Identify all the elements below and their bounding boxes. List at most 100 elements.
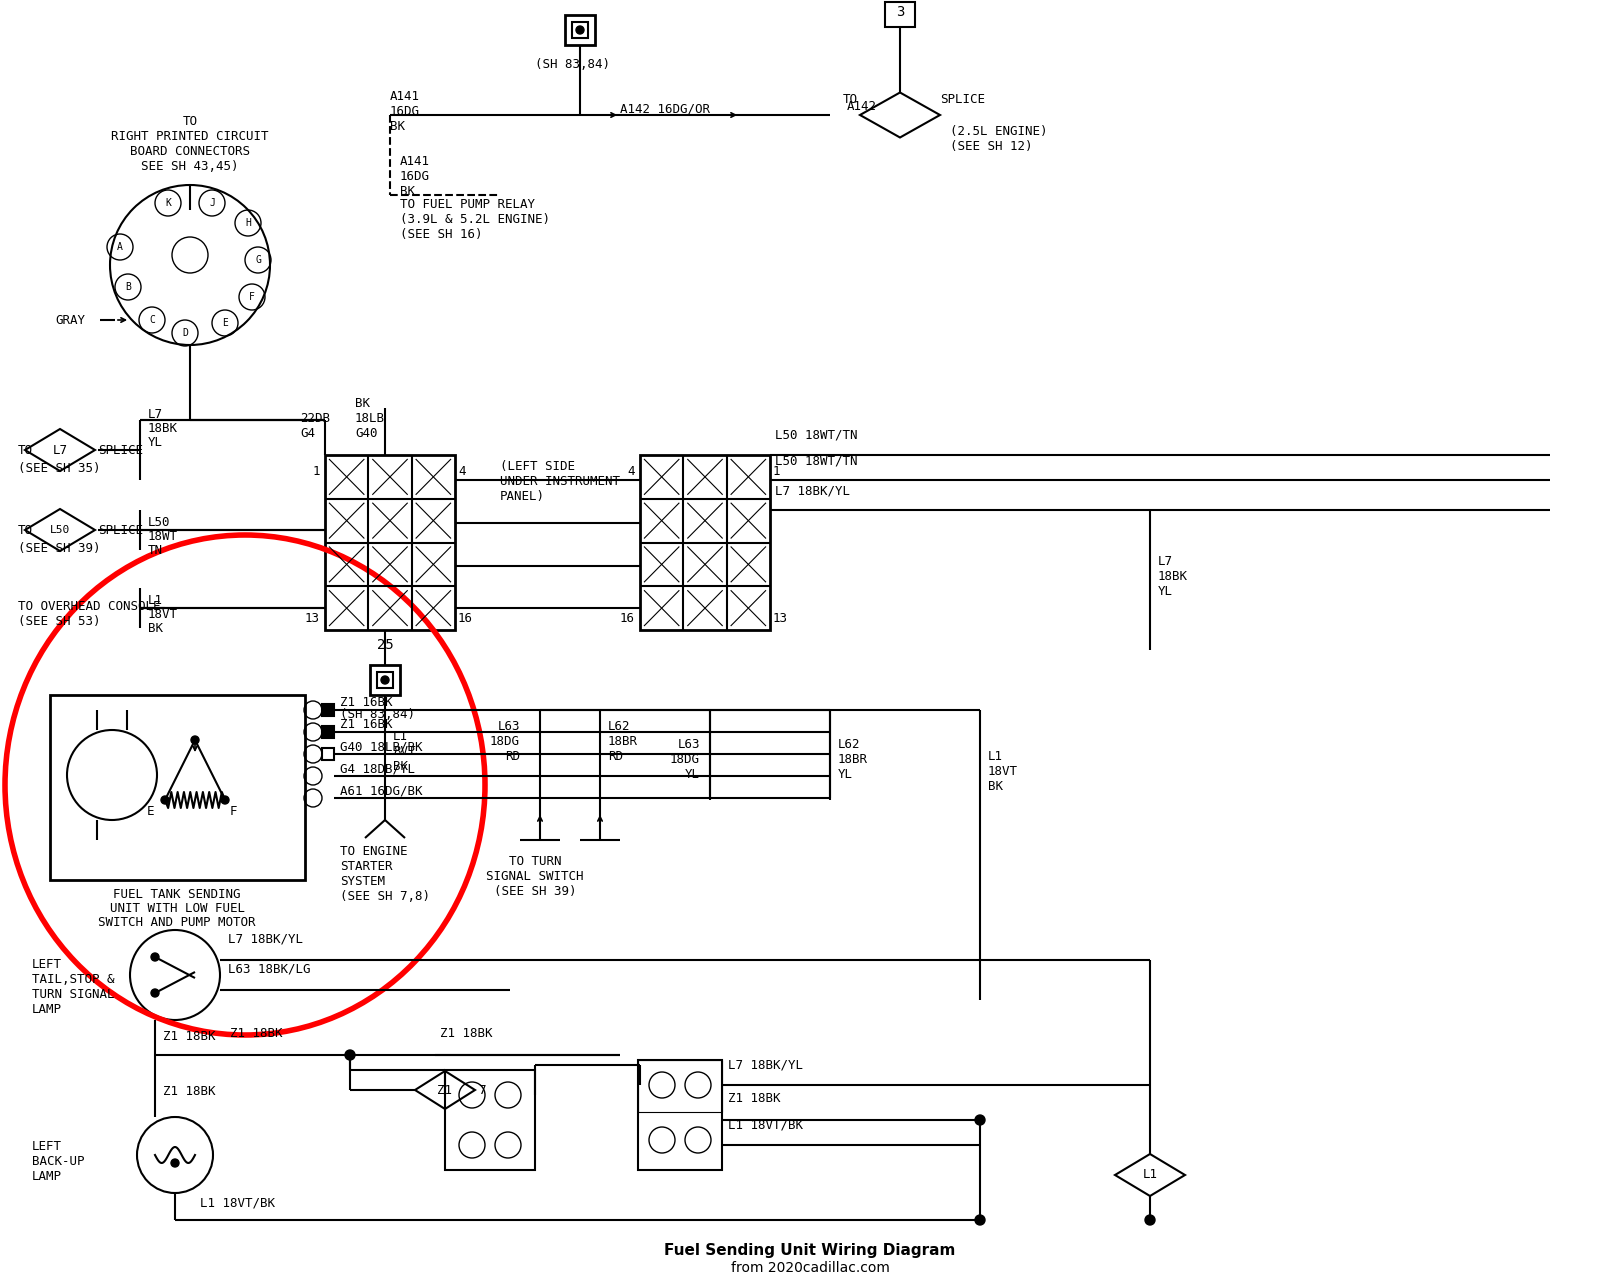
Text: RD: RD xyxy=(608,750,624,763)
Text: L63: L63 xyxy=(677,738,700,751)
Text: TAIL,STOP &: TAIL,STOP & xyxy=(32,973,115,986)
Text: F: F xyxy=(249,291,254,302)
Text: (SEE SH 53): (SEE SH 53) xyxy=(18,615,100,628)
Text: BK: BK xyxy=(355,397,369,410)
Circle shape xyxy=(220,796,228,804)
Text: L7 18BK/YL: L7 18BK/YL xyxy=(774,484,851,497)
Text: A142: A142 xyxy=(847,100,876,113)
Circle shape xyxy=(577,26,583,33)
Text: 3: 3 xyxy=(896,5,904,19)
Text: Z1 18BK: Z1 18BK xyxy=(230,1027,282,1040)
Text: 22DB: 22DB xyxy=(300,412,330,425)
Bar xyxy=(322,749,334,760)
Text: H: H xyxy=(245,218,251,229)
Text: L1 18VT/BK: L1 18VT/BK xyxy=(199,1197,275,1210)
Text: L1: L1 xyxy=(988,750,1003,763)
Text: 18LB: 18LB xyxy=(355,412,386,425)
Text: L63 18BK/LG: L63 18BK/LG xyxy=(228,962,311,975)
Text: PANEL): PANEL) xyxy=(501,490,544,503)
Text: BOARD CONNECTORS: BOARD CONNECTORS xyxy=(130,145,249,158)
Text: SPLICE: SPLICE xyxy=(940,92,985,107)
Text: SEE SH 43,45): SEE SH 43,45) xyxy=(141,160,238,173)
Text: STARTER: STARTER xyxy=(340,860,392,873)
Text: SYSTEM: SYSTEM xyxy=(340,874,386,889)
Text: SIGNAL SWITCH: SIGNAL SWITCH xyxy=(486,871,583,883)
Text: Z1 18BK: Z1 18BK xyxy=(727,1091,781,1106)
Bar xyxy=(638,1061,723,1170)
Bar xyxy=(50,695,305,880)
Bar xyxy=(572,22,588,39)
Text: Z1 18BK: Z1 18BK xyxy=(164,1085,215,1098)
Text: 13: 13 xyxy=(773,612,787,625)
Text: G40 18LB/BK: G40 18LB/BK xyxy=(340,740,423,752)
Text: 4: 4 xyxy=(627,465,635,478)
Text: A141: A141 xyxy=(390,90,420,103)
Text: A61 16DG/BK: A61 16DG/BK xyxy=(340,785,423,797)
Text: TO: TO xyxy=(183,116,198,128)
Text: 1: 1 xyxy=(313,465,321,478)
Bar xyxy=(640,455,769,630)
Text: B: B xyxy=(125,282,131,291)
Text: SWITCH AND PUMP MOTOR: SWITCH AND PUMP MOTOR xyxy=(99,915,256,930)
Text: UNIT WITH LOW FUEL: UNIT WITH LOW FUEL xyxy=(110,901,245,915)
Text: YL: YL xyxy=(838,768,854,781)
Text: SPLICE: SPLICE xyxy=(97,443,143,457)
Text: TO ENGINE: TO ENGINE xyxy=(340,845,408,858)
Text: Z1 18BK: Z1 18BK xyxy=(164,1030,215,1043)
Text: 18BK: 18BK xyxy=(147,422,178,435)
Circle shape xyxy=(191,736,199,743)
Text: (SH 83,84): (SH 83,84) xyxy=(535,58,611,71)
Circle shape xyxy=(1145,1215,1155,1225)
Text: L1: L1 xyxy=(147,594,164,607)
Text: G40: G40 xyxy=(355,428,377,440)
Circle shape xyxy=(151,989,159,996)
Text: L7: L7 xyxy=(1158,555,1173,568)
Text: 16DG: 16DG xyxy=(390,105,420,118)
Text: (3.9L & 5.2L ENGINE): (3.9L & 5.2L ENGINE) xyxy=(400,213,551,226)
Text: 18DG: 18DG xyxy=(671,752,700,767)
Text: LEFT: LEFT xyxy=(32,1140,62,1153)
Text: (SEE SH 39): (SEE SH 39) xyxy=(494,885,577,898)
Text: 16DG: 16DG xyxy=(400,169,429,184)
Text: L50 18WT/TN: L50 18WT/TN xyxy=(774,455,857,467)
Bar xyxy=(326,455,455,630)
Text: Fuel Sending Unit Wiring Diagram: Fuel Sending Unit Wiring Diagram xyxy=(664,1243,956,1257)
Text: L62: L62 xyxy=(838,738,860,751)
Text: L50: L50 xyxy=(50,525,70,535)
Circle shape xyxy=(975,1215,985,1225)
Circle shape xyxy=(975,1115,985,1125)
Text: 18VT: 18VT xyxy=(988,765,1017,778)
Bar xyxy=(565,15,595,45)
Text: Z1 16BK: Z1 16BK xyxy=(340,696,392,709)
Text: LEFT: LEFT xyxy=(32,958,62,971)
Bar xyxy=(885,3,915,27)
Text: 16: 16 xyxy=(620,612,635,625)
Text: A141: A141 xyxy=(400,155,429,168)
Text: Z1 16BK: Z1 16BK xyxy=(340,718,392,731)
Text: BK: BK xyxy=(390,119,405,134)
Bar xyxy=(322,725,334,738)
Text: BK: BK xyxy=(147,621,164,636)
Text: G4: G4 xyxy=(300,428,314,440)
Text: TO: TO xyxy=(18,443,32,457)
Text: L1 18VT/BK: L1 18VT/BK xyxy=(727,1118,804,1131)
Circle shape xyxy=(172,1159,178,1167)
Text: J: J xyxy=(209,198,215,208)
Text: BK: BK xyxy=(400,185,415,198)
Text: L7: L7 xyxy=(52,443,68,457)
Text: 1: 1 xyxy=(773,465,781,478)
Text: TURN SIGNAL: TURN SIGNAL xyxy=(32,987,115,1002)
Text: TO: TO xyxy=(18,524,32,537)
Text: (SEE SH 7,8): (SEE SH 7,8) xyxy=(340,890,429,903)
Bar xyxy=(377,672,394,688)
Text: YL: YL xyxy=(147,437,164,449)
Text: 4: 4 xyxy=(458,465,465,478)
Text: SPLICE: SPLICE xyxy=(97,524,143,537)
Text: 18WT: 18WT xyxy=(147,530,178,543)
Text: (SEE SH 35): (SEE SH 35) xyxy=(18,462,100,475)
Circle shape xyxy=(381,675,389,684)
Bar xyxy=(322,704,334,716)
Text: L63: L63 xyxy=(497,720,520,733)
Text: 25: 25 xyxy=(376,638,394,652)
Text: Z1 18BK: Z1 18BK xyxy=(441,1027,492,1040)
